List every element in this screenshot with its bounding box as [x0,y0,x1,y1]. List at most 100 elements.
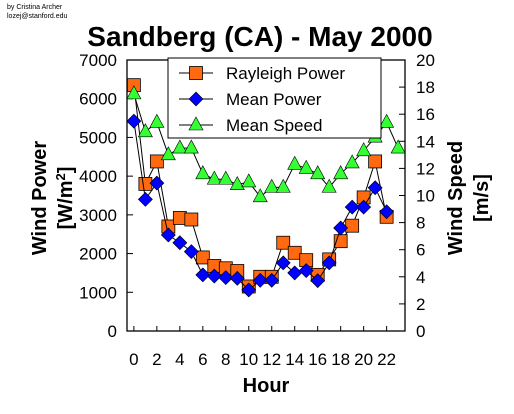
mean-speed-point [264,178,280,193]
right-tick-label: 0 [416,322,425,341]
legend-label-rayleigh-power: Rayleigh Power [226,64,345,83]
mean-power-point [172,235,188,251]
rayleigh-power-point [138,176,153,191]
mean-speed-point [298,159,314,174]
rayleigh-power-point [368,154,383,169]
left-tick-label: 2000 [79,245,117,264]
mean-power-point [321,255,337,271]
mean-speed-point [218,170,234,185]
left-unit-prefix: [W/m [55,181,77,230]
mean-power-point [218,270,234,285]
mean-power-point [206,268,222,284]
legend-marker-mean-speed [188,116,204,131]
x-axis-label: Hour [243,375,290,397]
mean-power-point [229,270,245,286]
mean-power-point [367,180,383,196]
credit-email: lozej@stanford.edu [7,13,68,20]
mean-speed-point [183,139,199,154]
x-tick-label: 16 [308,350,327,369]
mean-power-point [333,220,349,236]
right-tick-label: 2 [416,295,425,314]
left-tick-label: 0 [108,322,117,341]
rayleigh-power-point [172,211,187,225]
mean-power-point [149,175,165,191]
mean-speed-point [333,165,349,180]
left-tick-label: 7000 [79,51,117,70]
left-axis-label: Wind Power [W/m2] [29,141,77,255]
mean-power-point [137,191,153,207]
mean-power-point [183,244,199,260]
x-tick-label: 6 [198,350,207,369]
left-tick-label: 6000 [79,90,117,109]
mean-power-point [298,263,314,279]
mean-speed-point [195,165,211,180]
right-axis-label: Wind Speed [m/s] [445,141,493,255]
mean-speed-point [206,170,222,185]
mean-speed-point [241,173,257,188]
mean-speed-point [252,188,268,203]
right-tick-label: 16 [416,105,435,124]
right-tick-label: 10 [416,187,435,206]
legend-marker-mean-power [188,91,204,107]
x-tick-label: 10 [239,350,258,369]
legend-marker-rayleigh-power [189,66,203,80]
mean-power-point [195,267,211,283]
mean-speed-point [126,85,142,100]
x-tick-label: 18 [331,350,350,369]
mean-speed-point [160,146,176,161]
right-tick-label: 6 [416,241,425,260]
x-tick-label: 0 [129,350,138,369]
mean-power-point [356,199,372,215]
left-axis-label-main: Wind Power [29,141,51,255]
left-tick-label: 3000 [79,206,117,225]
mean-power-series [126,113,395,298]
right-axis-label-main: Wind Speed [445,141,467,255]
rayleigh-power-point [345,218,360,233]
series-layer [126,78,406,298]
mean-power-point [241,282,257,298]
right-tick-label: 14 [416,132,435,151]
x-tick-label: 4 [175,350,184,369]
mean-speed-point [344,154,360,169]
x-tick-label: 8 [221,350,230,369]
right-tick-label: 8 [416,214,425,233]
mean-power-point [160,227,176,243]
left-tick-label: 1000 [79,283,117,302]
chart-title: Sandberg (CA) - May 2000 [87,21,432,52]
credit-author: by Cristina Archer [7,4,63,11]
right-tick-label: 18 [416,78,435,97]
mean-speed-point [310,165,326,180]
mean-speed-point [137,123,153,138]
left-unit-sup: 2 [53,173,68,180]
mean-power-point [126,113,142,129]
mean-speed-point [287,155,303,170]
rayleigh-power-point [149,154,164,169]
mean-speed-point [229,176,245,190]
mean-power-point [264,272,280,288]
mean-speed-point [172,139,188,154]
x-tick-label: 14 [285,350,304,369]
mean-power-point [310,273,326,289]
x-tick-label: 2 [152,350,161,369]
legend-label-mean-power: Mean Power [226,90,322,109]
mean-power-point [344,199,360,215]
mean-speed-point [149,113,165,128]
right-tick-label: 12 [416,159,435,178]
mean-speed-point [275,178,291,193]
legend-label-mean-speed: Mean Speed [226,116,322,135]
x-tick-label: 12 [262,350,281,369]
left-tick-label: 4000 [79,167,117,186]
mean-speed-point [379,113,395,128]
rayleigh-power-point [184,212,199,227]
right-axis-label-unit: [m/s] [471,174,493,222]
legend: Rayleigh Power Mean Power Mean Speed [167,57,382,139]
mean-speed-point [321,178,337,193]
mean-power-point [379,204,395,220]
x-tick-label: 20 [354,350,373,369]
mean-speed-point [356,142,372,157]
mean-speed-point [390,139,406,154]
left-axis-label-unit: [W/m2] [53,167,77,230]
mean-speed-series [126,85,406,203]
